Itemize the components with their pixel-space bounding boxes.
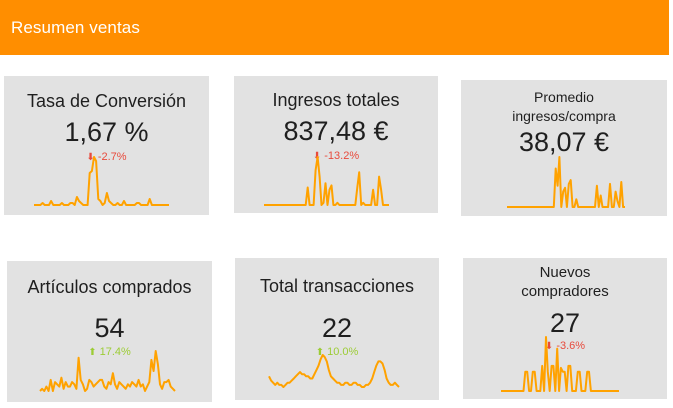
sparkline-series xyxy=(501,336,619,392)
card-delta: ⬇ -3.6% xyxy=(463,340,667,353)
card-total-transactions[interactable]: Total transacciones 22 ⬆ 10.0% xyxy=(235,258,439,400)
header-bar: Resumen ventas xyxy=(0,0,669,55)
sparkline-chart xyxy=(264,156,389,206)
delta-value: -3.6% xyxy=(556,340,586,352)
card-items-purchased[interactable]: Artículos comprados 54 ⬆ 17.4% xyxy=(7,261,212,402)
sparkline-chart xyxy=(39,350,176,392)
card-value: 38,07 € xyxy=(518,127,610,157)
card-value: 54 xyxy=(94,313,125,343)
card-value: 1,67 % xyxy=(64,117,149,147)
card-title: Promedio ingresos/compra xyxy=(512,89,616,124)
card-title: Nuevos compradores xyxy=(521,264,609,300)
arrow-down-icon: ⬇ xyxy=(86,152,95,163)
card-total-revenue[interactable]: Ingresos totales 837,48 € ⬇ -13.2% xyxy=(234,76,438,213)
delta-value: -2.7% xyxy=(97,151,127,163)
arrow-down-icon: ⬇ xyxy=(544,341,554,352)
card-title: Artículos comprados xyxy=(27,277,192,297)
sparkline-chart xyxy=(34,156,169,206)
card-new-buyers[interactable]: Nuevos compradores 27 ⬇ -3.6% xyxy=(463,258,667,399)
card-delta: ⬆ 10.0% xyxy=(235,346,439,359)
arrow-up-icon: ⬆ xyxy=(315,347,325,358)
card-title: Total transacciones xyxy=(259,276,415,296)
card-title: Ingresos totales xyxy=(272,90,400,110)
sparkline-series xyxy=(268,354,400,388)
sparkline-series xyxy=(34,156,169,206)
card-value: 27 xyxy=(549,308,581,338)
page-title: Resumen ventas xyxy=(11,17,140,37)
delta-value: -13.2% xyxy=(324,150,360,162)
sparkline-chart xyxy=(507,156,625,208)
card-value: 22 xyxy=(321,313,353,343)
arrow-up-icon: ⬆ xyxy=(88,347,97,358)
card-conversion-rate[interactable]: Tasa de Conversión 1,67 % ⬇ -2.7% xyxy=(4,76,209,215)
card-delta: ⬇ -2.7% xyxy=(4,151,209,164)
sparkline-series xyxy=(39,350,176,392)
card-avg-revenue-per-purchase[interactable]: Promedio ingresos/compra 38,07 € xyxy=(461,80,667,216)
delta-value: 10.0% xyxy=(327,346,359,358)
sparkline-series xyxy=(507,156,625,208)
sparkline-series xyxy=(264,156,389,206)
card-delta: ⬆ 17.4% xyxy=(7,346,212,359)
card-title: Tasa de Conversión xyxy=(26,91,187,111)
sparkline-chart xyxy=(501,336,619,392)
card-value: 837,48 € xyxy=(283,116,389,146)
delta-value: 17.4% xyxy=(99,346,131,358)
sparkline-chart xyxy=(268,354,400,388)
